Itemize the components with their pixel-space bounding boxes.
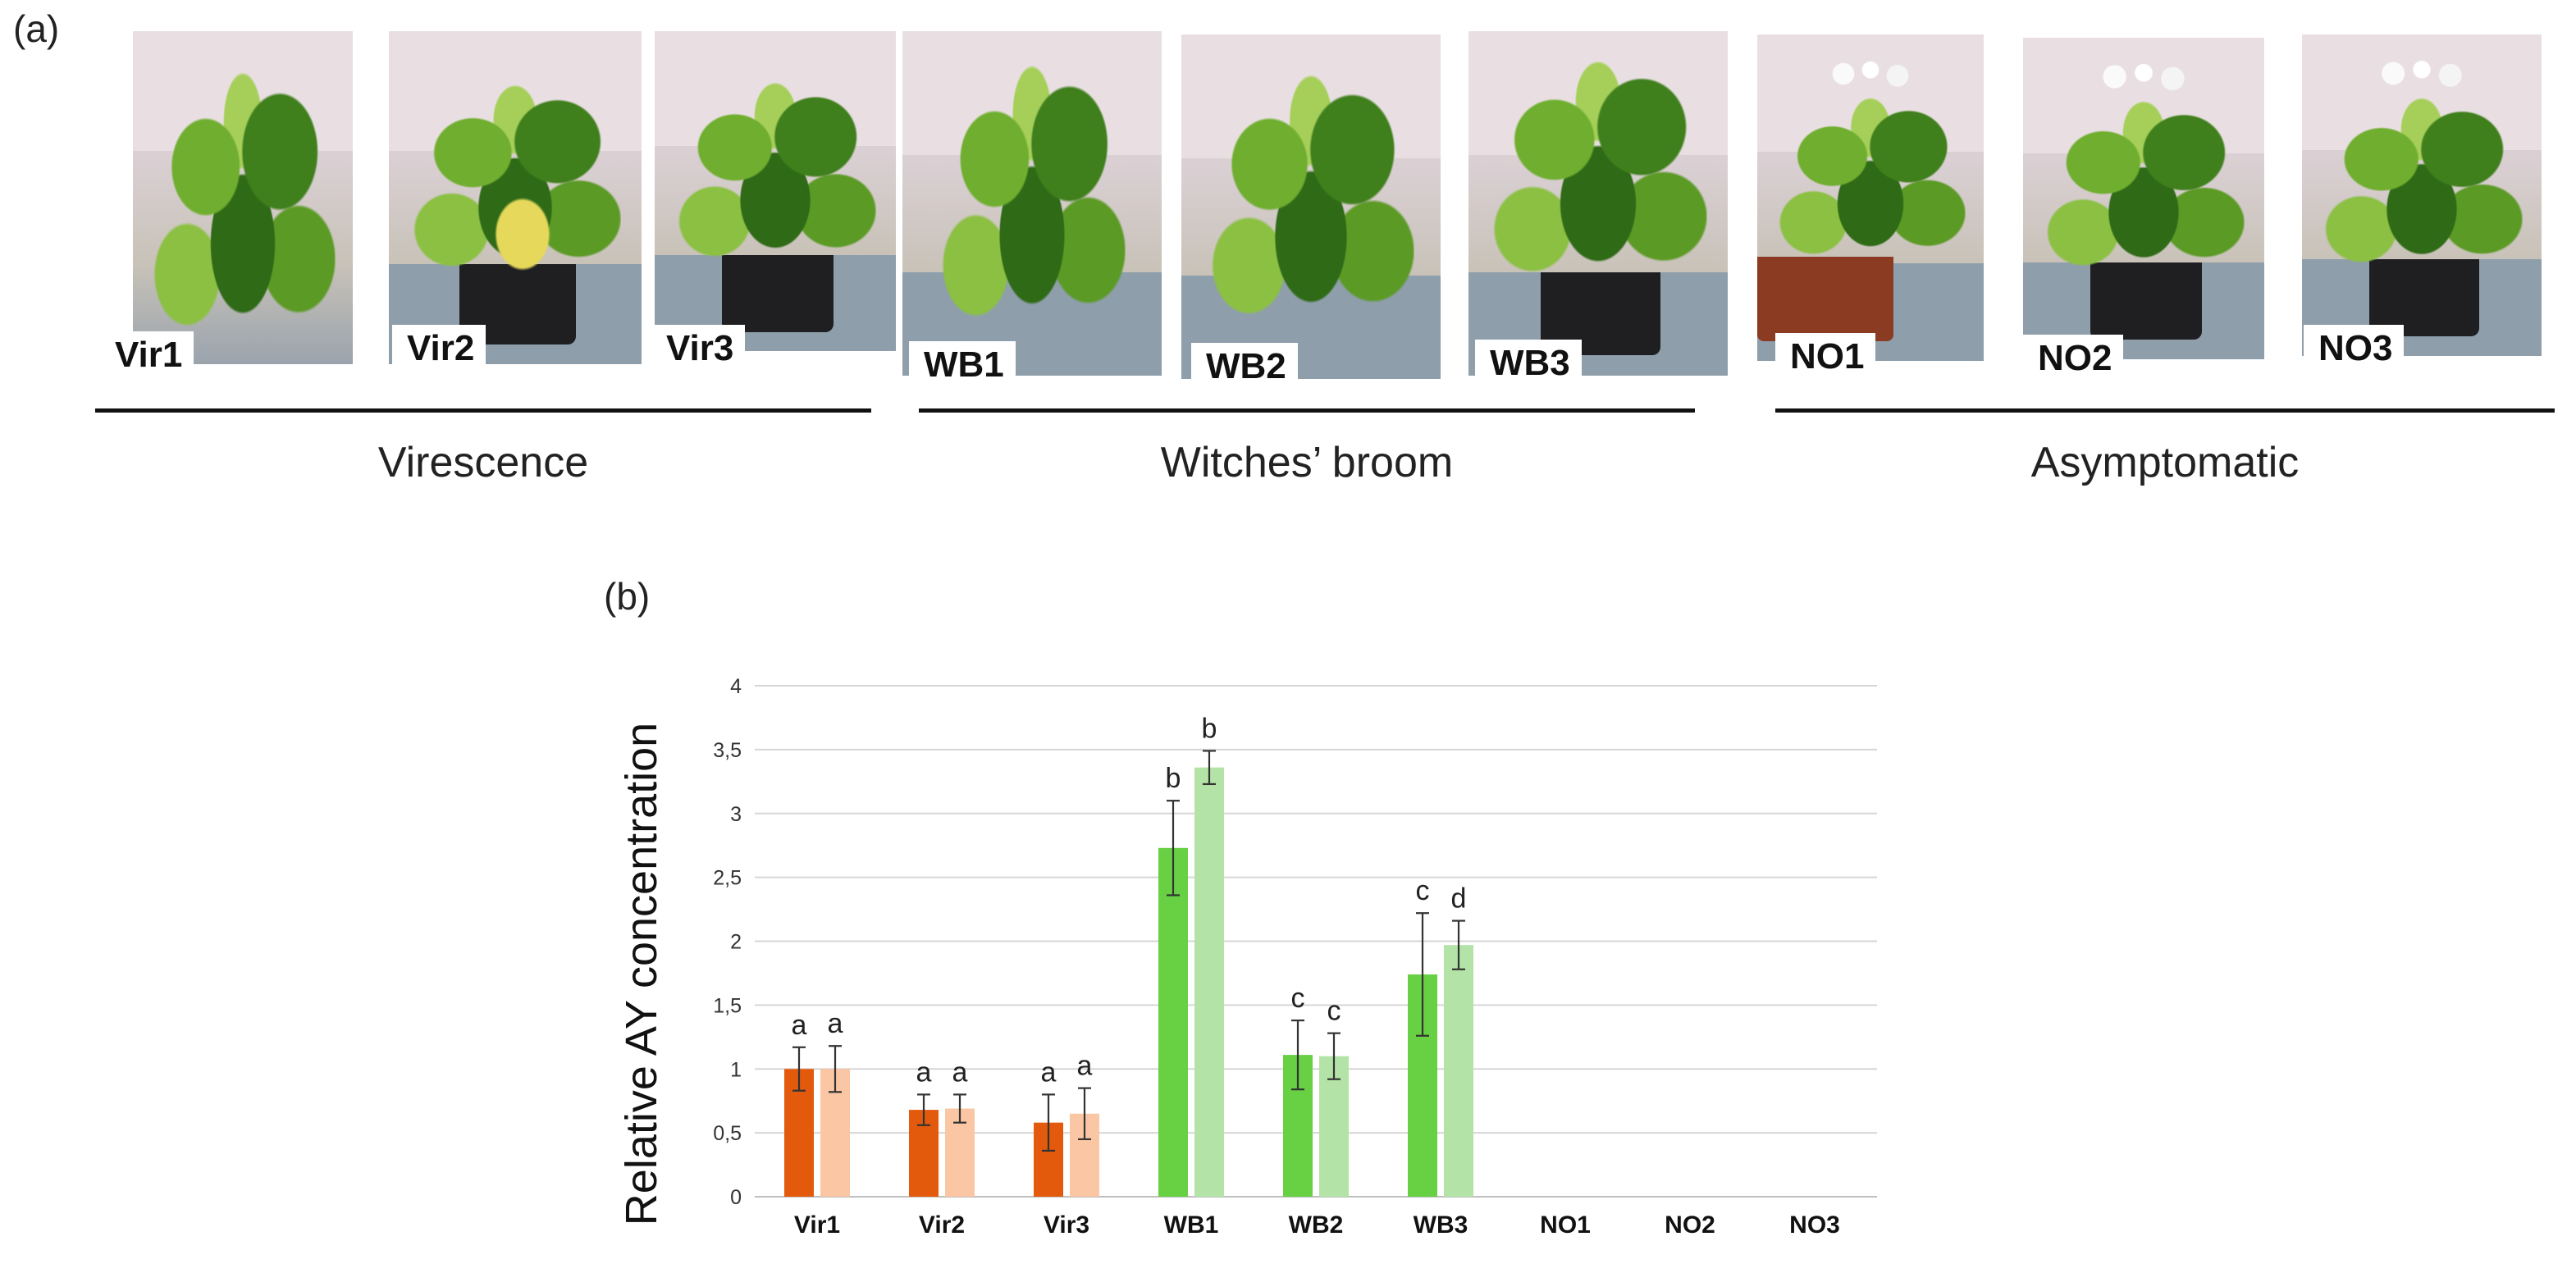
error-bar-vir3-s1: [1042, 1093, 1055, 1152]
photo-label-no1: NO1: [1775, 333, 1876, 383]
y-tick-labels: 0 0,5 1 1,5 2 2,5 3 3,5 4: [713, 675, 742, 1209]
sig-letter-vir1-s1: a: [792, 1010, 807, 1041]
panel-a-label: (a): [13, 7, 60, 50]
y-axis-label: Relative AY concentration: [617, 723, 666, 1225]
y-tick-5: 2,5: [713, 867, 742, 890]
sig-letter-vir1-s2: a: [828, 1008, 843, 1039]
bars: [784, 767, 1473, 1197]
x-tick-no2: NO2: [1665, 1211, 1715, 1239]
y-tick-0: 0: [730, 1186, 742, 1209]
y-tick-1: 0,5: [713, 1122, 742, 1145]
bar-wb3-s2: [1444, 945, 1473, 1197]
photo-label-no3: NO3: [2304, 325, 2405, 375]
error-bar-wb2-s1: [1291, 1019, 1304, 1091]
group-label-asymptomatic: Asymptomatic: [2030, 439, 2300, 486]
photo-label-vir2: Vir2: [392, 325, 486, 375]
photo-label-wb3: WB3: [1475, 340, 1582, 390]
group-label-witches-broom: Witches’ broom: [1160, 439, 1454, 486]
y-tick-4: 2: [730, 931, 742, 954]
sig-letter-vir2-s1: a: [916, 1056, 932, 1088]
photo-no2: [2023, 38, 2264, 359]
panel-b-label: (b): [604, 575, 651, 618]
error-bar-vir1-s2: [829, 1045, 842, 1093]
error-bars: [792, 750, 1465, 1152]
photo-label-wb1: WB1: [909, 341, 1016, 391]
bar-wb1-s1: [1158, 847, 1188, 1197]
photo-wb3: [1468, 31, 1728, 376]
sig-letter-wb1-s2: b: [1202, 713, 1217, 744]
sig-letter-wb3-s2: d: [1451, 883, 1467, 915]
photo-label-wb2: WB2: [1191, 343, 1298, 393]
error-bar-wb1-s1: [1167, 800, 1180, 897]
x-tick-labels: Vir1 Vir2 Vir3 WB1 WB2 WB3 NO1 NO2 NO3: [794, 1211, 1840, 1239]
y-tick-2: 1: [730, 1058, 742, 1081]
photo-no1: [1757, 34, 1984, 361]
x-tick-vir1: Vir1: [794, 1211, 840, 1239]
group-line-witches-broom: [919, 408, 1695, 413]
error-bar-wb1-s2: [1203, 750, 1216, 786]
error-bar-wb3-s2: [1452, 919, 1465, 970]
photo-wb1: [902, 31, 1162, 376]
error-bar-wb3-s1: [1416, 912, 1429, 1037]
group-line-asymptomatic: [1775, 408, 2555, 413]
gridlines: [755, 685, 1877, 1198]
x-tick-wb1: WB1: [1164, 1211, 1219, 1239]
y-tick-8: 4: [730, 675, 742, 698]
photo-vir1: [133, 31, 353, 364]
photo-wb2: [1181, 34, 1441, 379]
sig-letter-wb1-s1: b: [1166, 763, 1181, 794]
photo-vir2: [389, 31, 642, 364]
photo-label-no2: NO2: [2023, 335, 2124, 385]
sig-letter-wb3-s1: c: [1416, 875, 1430, 906]
x-tick-no3: NO3: [1789, 1211, 1840, 1239]
error-bar-vir2-s2: [953, 1093, 966, 1124]
y-tick-6: 3: [730, 803, 742, 826]
sig-letter-wb2-s1: c: [1291, 983, 1305, 1014]
sig-letter-vir3-s2: a: [1077, 1051, 1093, 1082]
x-tick-vir3: Vir3: [1044, 1211, 1089, 1239]
x-tick-wb2: WB2: [1289, 1211, 1344, 1239]
photo-label-vir1: Vir1: [100, 331, 194, 381]
error-bar-wb2-s2: [1327, 1032, 1341, 1080]
y-tick-7: 3,5: [713, 739, 742, 762]
photo-label-vir3: Vir3: [651, 325, 746, 375]
sig-letter-vir3-s1: a: [1041, 1056, 1057, 1088]
photo-vir3: [655, 31, 896, 351]
error-bar-vir1-s1: [792, 1046, 806, 1092]
x-tick-wb3: WB3: [1414, 1211, 1468, 1239]
sig-letter-vir2-s2: a: [952, 1056, 968, 1088]
photo-no3: [2302, 34, 2542, 356]
error-bar-vir3-s2: [1078, 1087, 1091, 1141]
y-tick-3: 1,5: [713, 994, 742, 1017]
x-tick-no1: NO1: [1540, 1211, 1591, 1239]
error-bar-vir2-s1: [917, 1093, 930, 1126]
sig-letter-wb2-s2: c: [1327, 996, 1341, 1027]
x-tick-vir2: Vir2: [919, 1211, 965, 1239]
bar-wb1-s2: [1194, 767, 1224, 1197]
group-label-virescence: Virescence: [377, 439, 589, 486]
group-line-virescence: [95, 408, 871, 413]
